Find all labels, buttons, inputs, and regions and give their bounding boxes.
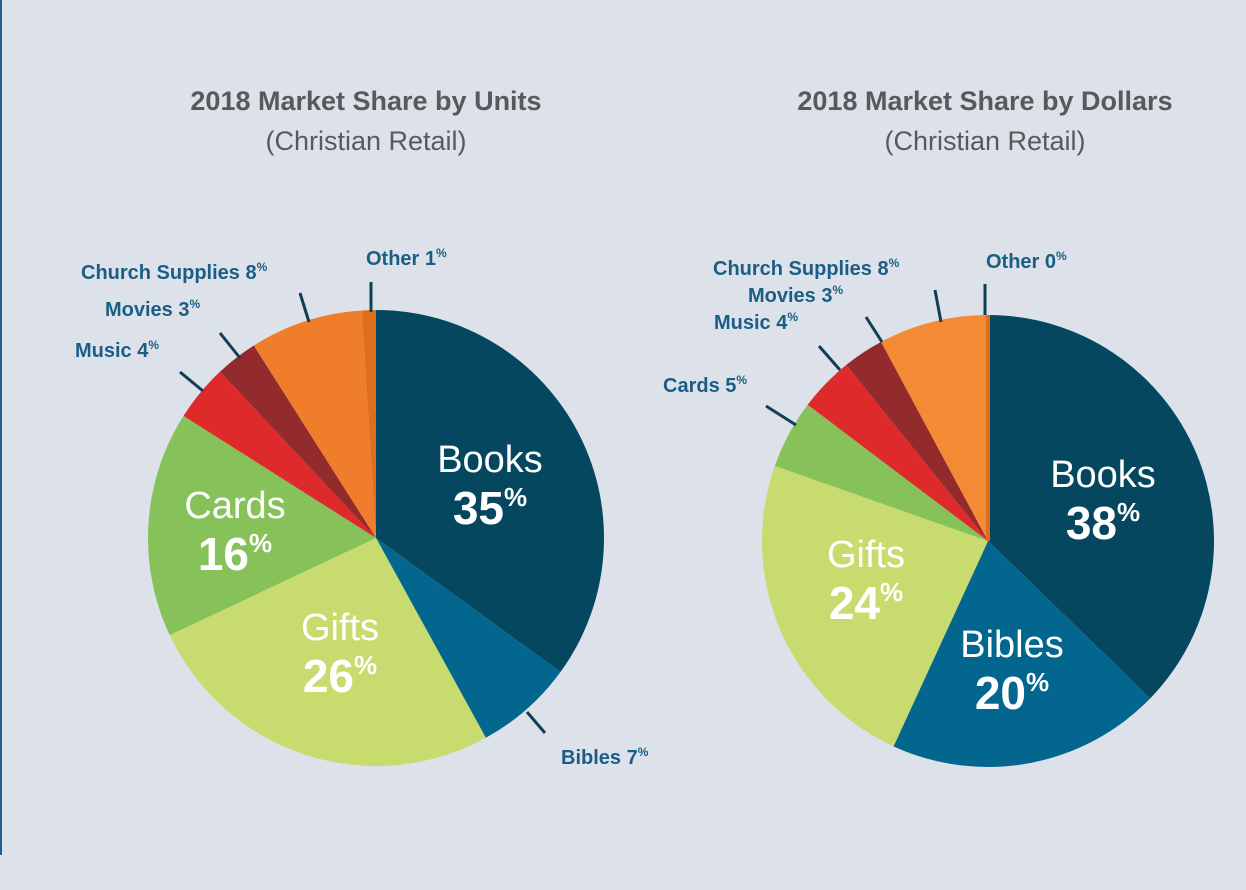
chart-2-subtitle: (Christian Retail) — [884, 126, 1086, 156]
pie-1-slice-other — [361, 310, 376, 538]
pie-2-leader-music — [817, 345, 842, 371]
pie-2-label-books: Books — [1050, 454, 1156, 496]
pie-2-slice-bibles — [893, 541, 1151, 767]
pie-1-label-gifts: Gifts — [301, 607, 379, 649]
pie-2-slice-books — [988, 315, 1214, 699]
pie-2-value-bibles: 20% — [975, 667, 1049, 719]
pie-1-slice-books — [376, 310, 604, 673]
pie-2-value-books: 38% — [1066, 497, 1140, 549]
pie-2-label-gifts: Gifts — [827, 534, 905, 576]
pie-2-slice-movies — [846, 341, 988, 541]
pie-1-leader-bibles — [525, 711, 547, 734]
pie-1-slice-cards — [147, 415, 376, 636]
pie-1-callout-other: Other 1% — [366, 246, 447, 270]
pie-2-slice-cards — [774, 404, 988, 541]
left-border-rule — [0, 0, 2, 855]
pie-1-label-books: Books — [437, 439, 543, 481]
pie-2-callout-cards: Cards 5% — [663, 373, 747, 397]
pie-2-callout-church-supplies: Church Supplies 8% — [713, 256, 900, 280]
pie-2-callout-movies: Movies 3% — [748, 283, 843, 307]
pie-1-label-cards: Cards — [184, 485, 285, 527]
pie-1-callout-movies: Movies 3% — [105, 297, 200, 321]
pie-2-slice-church-supplies — [881, 315, 988, 541]
pie-1-leader-movies — [218, 332, 242, 359]
pie-2-callout-music: Music 4% — [714, 310, 798, 334]
pie-2-slice-gifts — [762, 465, 988, 747]
pie-1-slice-gifts — [169, 538, 486, 767]
chart-1-subtitle: (Christian Retail) — [265, 126, 467, 156]
pie-1-slice-bibles — [376, 538, 561, 738]
pie-2-slice-music — [807, 364, 988, 541]
pie-1-callout-music: Music 4% — [75, 338, 159, 362]
pie-1-slice-movies — [219, 345, 376, 538]
chart-2-title: 2018 Market Share by Dollars — [797, 86, 1173, 116]
pie-1-leader-music — [179, 370, 204, 393]
pie-2-label-bibles: Bibles — [960, 624, 1064, 666]
pie-1-callout-bibles: Bibles 7% — [561, 745, 649, 769]
pie-2-leader-movies — [864, 316, 884, 343]
pie-2-callout-other: Other 0% — [986, 249, 1067, 273]
pie-1-leader-church-supplies — [298, 292, 311, 323]
pie-1-callout-church-supplies: Church Supplies 8% — [81, 260, 268, 284]
chart-1-title: 2018 Market Share by Units — [190, 86, 542, 116]
pie-2-leader-cards — [765, 404, 797, 427]
pie-2-leader-church-supplies — [933, 289, 943, 323]
pie-1-value-gifts: 26% — [303, 650, 377, 702]
pie-1-slice-music — [183, 371, 376, 538]
pie-1-slice-church-supplies — [253, 310, 376, 538]
